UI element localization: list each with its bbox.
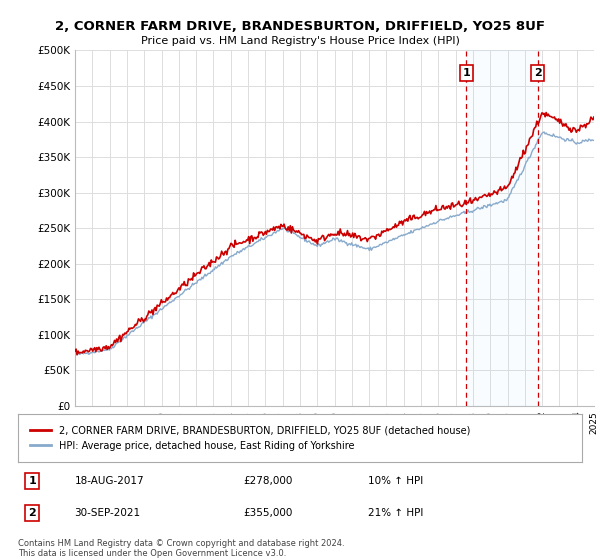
Text: £355,000: £355,000 xyxy=(244,508,293,518)
Legend: 2, CORNER FARM DRIVE, BRANDESBURTON, DRIFFIELD, YO25 8UF (detached house), HPI: : 2, CORNER FARM DRIVE, BRANDESBURTON, DRI… xyxy=(26,422,474,455)
Text: Price paid vs. HM Land Registry's House Price Index (HPI): Price paid vs. HM Land Registry's House … xyxy=(140,36,460,46)
Text: 21% ↑ HPI: 21% ↑ HPI xyxy=(368,508,423,518)
Text: 30-SEP-2021: 30-SEP-2021 xyxy=(74,508,140,518)
Text: 2: 2 xyxy=(28,508,36,518)
Text: 1: 1 xyxy=(28,476,36,486)
Text: 2, CORNER FARM DRIVE, BRANDESBURTON, DRIFFIELD, YO25 8UF: 2, CORNER FARM DRIVE, BRANDESBURTON, DRI… xyxy=(55,20,545,32)
Bar xyxy=(466,50,538,406)
Text: 18-AUG-2017: 18-AUG-2017 xyxy=(74,476,144,486)
Text: 2: 2 xyxy=(534,68,542,78)
Text: 10% ↑ HPI: 10% ↑ HPI xyxy=(368,476,423,486)
Text: £278,000: £278,000 xyxy=(244,476,293,486)
Text: Contains HM Land Registry data © Crown copyright and database right 2024.
This d: Contains HM Land Registry data © Crown c… xyxy=(18,539,344,558)
Text: 1: 1 xyxy=(463,68,470,78)
